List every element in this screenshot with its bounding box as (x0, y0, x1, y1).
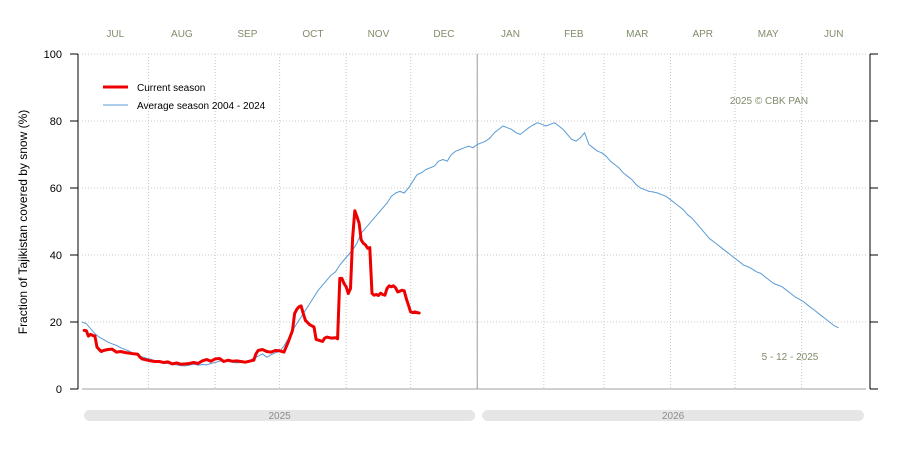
month-label: SEP (237, 29, 257, 40)
axes: 0 20 40 60 80 100 (44, 49, 878, 396)
year-bar (84, 410, 476, 421)
y-tick-label: 100 (44, 49, 62, 61)
y-tick-label: 40 (50, 250, 62, 262)
series-lines (81, 122, 839, 367)
year-bar (482, 410, 864, 421)
month-label: JUN (824, 29, 843, 40)
month-label: MAR (626, 29, 648, 40)
year-label: 2026 (662, 411, 685, 422)
month-label: MAY (758, 29, 779, 40)
annotations: 2025 © CBK PAN 5 - 12 - 2025 (730, 96, 819, 363)
legend-label: Current season (137, 83, 205, 94)
month-labels: JUL AUG SEP OCT NOV DEC JAN FEB MAR APR MAY JUN (106, 29, 843, 40)
current-season-line (82, 209, 421, 366)
month-label: OCT (302, 29, 323, 40)
month-label: NOV (368, 29, 390, 40)
average-season-line (81, 122, 839, 367)
y-axis-label: Fraction of Tajikistan covered by snow (… (16, 110, 30, 335)
month-label: DEC (433, 29, 454, 40)
year-label: 2025 (268, 411, 291, 422)
legend-label: Average season 2004 - 2024 (137, 101, 266, 112)
y-tick-label: 60 (50, 183, 62, 195)
copyright-note: 2025 © CBK PAN (730, 96, 808, 107)
month-label: AUG (171, 29, 193, 40)
month-label: APR (692, 29, 713, 40)
month-label: JUL (106, 29, 124, 40)
month-label: JAN (501, 29, 520, 40)
month-label: FEB (564, 29, 584, 40)
legend: Current season Average season 2004 - 2024 (103, 83, 266, 112)
year-bars: 2025 2026 (84, 410, 864, 422)
gridlines (82, 53, 866, 389)
y-tick-label: 20 (50, 317, 62, 329)
date-note: 5 - 12 - 2025 (762, 352, 819, 363)
y-tick-label: 0 (56, 384, 62, 396)
y-tick-label: 80 (50, 116, 62, 128)
